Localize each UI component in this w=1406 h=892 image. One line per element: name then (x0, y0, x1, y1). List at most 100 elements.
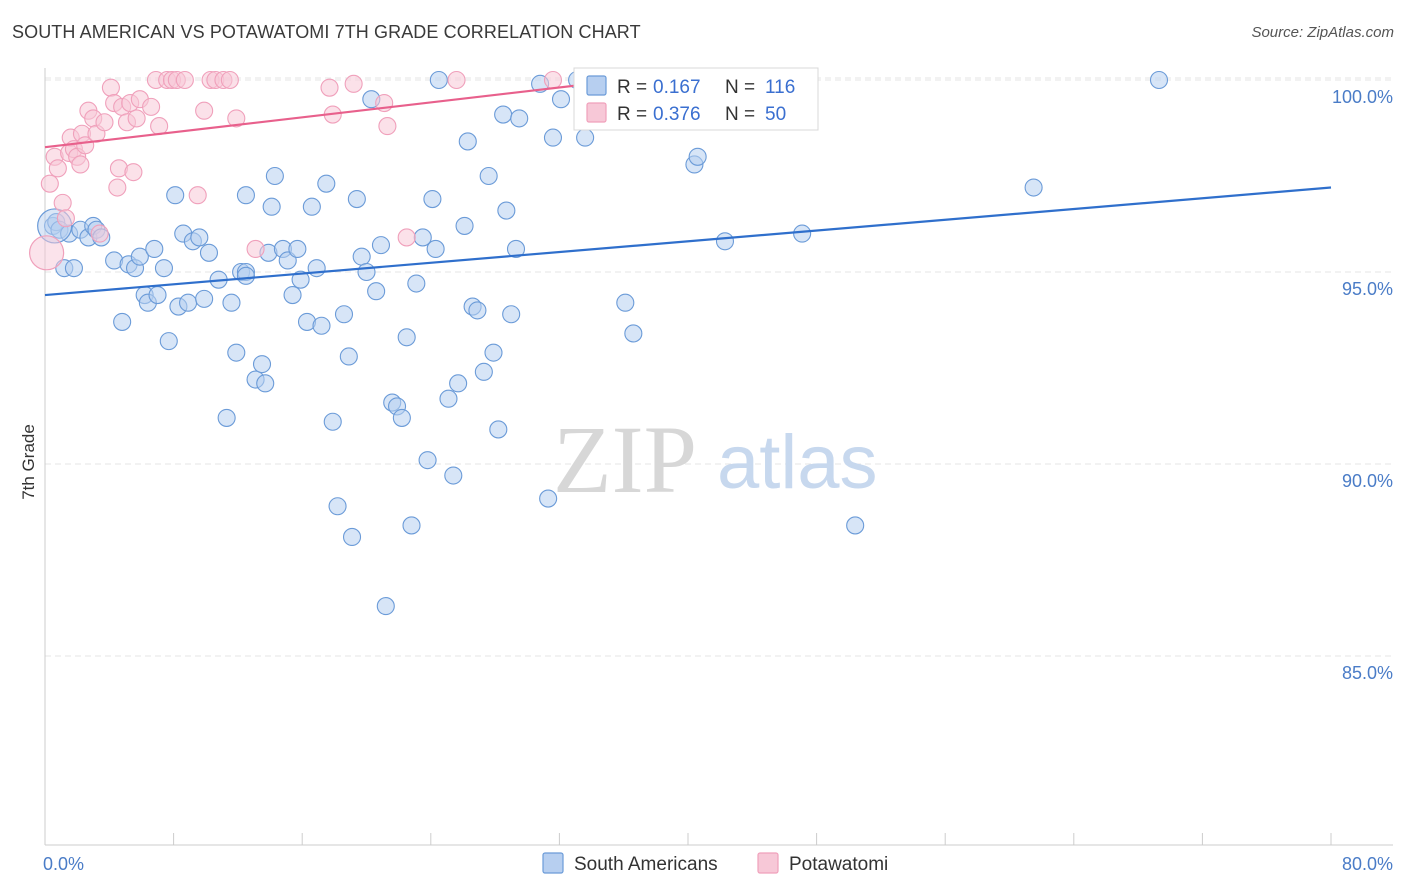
legend-r-potawatomi: 0.376 (653, 104, 701, 125)
south-americans-point (418, 451, 437, 470)
south-americans-point (407, 274, 426, 293)
south-americans-point (179, 293, 198, 312)
potawatomi-point-large (29, 235, 65, 271)
x-tick-labels: 0.0% 80.0% (43, 854, 1393, 874)
potawatomi-points (29, 70, 563, 271)
y-tick-label: 100.0% (1332, 87, 1393, 107)
potawatomi-trend-line (44, 78, 624, 149)
south-americans-point (510, 109, 529, 128)
potawatomi-point (227, 109, 246, 128)
potawatomi-point (220, 70, 239, 90)
south-americans-point (328, 497, 347, 516)
bottom-legend-swatch-south-americans (542, 852, 564, 874)
x-tick-min: 0.0% (43, 854, 84, 874)
south-americans-point (455, 216, 474, 235)
south-americans-point (283, 285, 302, 305)
south-americans-point (307, 259, 326, 278)
south-americans-trend-line (44, 186, 1332, 297)
south-americans-point (217, 408, 236, 427)
source-label: Source: ZipAtlas.com (1251, 24, 1394, 41)
potawatomi-point (195, 101, 214, 120)
potawatomi-point (397, 228, 416, 247)
south-americans-point (145, 239, 164, 259)
y-tick-label: 95.0% (1342, 279, 1393, 299)
potawatomi-point (53, 193, 72, 212)
south-americans-point (479, 166, 498, 186)
south-americans-point (688, 147, 707, 166)
potawatomi-point (142, 97, 161, 116)
south-americans-point (291, 270, 310, 289)
trend-lines (44, 78, 1332, 297)
potawatomi-point (124, 163, 143, 182)
south-americans-point (265, 166, 284, 186)
south-americans-point (624, 324, 643, 343)
y-axis-label: 7th Grade (19, 424, 38, 500)
south-americans-point (576, 128, 595, 147)
south-americans-point (357, 262, 376, 282)
south-americans-point (444, 466, 463, 485)
south-americans-point (236, 186, 255, 205)
potawatomi-point (344, 74, 363, 93)
south-americans-point (352, 247, 371, 266)
potawatomi-point (56, 209, 75, 228)
series-legend: South Americans Potawatomi (542, 852, 888, 875)
south-americans-point (376, 597, 395, 616)
south-americans-point (222, 293, 241, 312)
south-americans-point (793, 224, 812, 243)
potawatomi-point (320, 78, 339, 97)
bottom-legend-potawatomi: Potawatomi (789, 854, 888, 875)
south-americans-point (159, 332, 178, 351)
potawatomi-point (40, 174, 59, 193)
potawatomi-point (101, 78, 120, 97)
bottom-legend-south-americans: South Americans (574, 854, 718, 875)
potawatomi-point (108, 178, 127, 197)
south-americans-point (334, 305, 354, 324)
south-americans-point (113, 312, 132, 331)
south-americans-point (497, 201, 516, 220)
south-americans-point (302, 197, 321, 216)
x-tick-max: 80.0% (1342, 854, 1393, 874)
south-americans-point (616, 293, 635, 312)
potawatomi-point (71, 155, 90, 174)
south-americans-point (288, 239, 307, 259)
legend-n-label: N = (725, 77, 755, 98)
south-americans-point (397, 328, 416, 347)
south-americans-point (195, 289, 214, 308)
south-americans-point (236, 266, 255, 285)
potawatomi-point (447, 70, 466, 90)
south-americans-point (367, 282, 386, 301)
south-americans-point (489, 420, 508, 439)
stats-legend: R = 0.167 N = 116 R = 0.376 N = 50 (573, 67, 819, 131)
legend-r-south-americans: 0.167 (653, 77, 701, 98)
south-americans-point (190, 228, 209, 247)
y-tick-labels: 100.0% 95.0% 90.0% 85.0% (1332, 87, 1393, 683)
potawatomi-point (150, 117, 169, 136)
south-americans-point (392, 408, 411, 427)
south-americans-point (339, 347, 358, 366)
south-americans-point (166, 186, 185, 205)
legend-n-label: N = (725, 104, 755, 125)
south-americans-point (551, 90, 571, 109)
south-americans-point (1024, 178, 1043, 197)
south-americans-point (506, 239, 526, 259)
south-americans-point (347, 189, 366, 209)
potawatomi-point (175, 70, 194, 90)
south-americans-point (342, 527, 362, 547)
legend-box (573, 67, 819, 131)
south-americans-point (426, 239, 445, 259)
south-americans-point (154, 259, 174, 278)
south-americans-point (543, 128, 563, 147)
south-americans-point (130, 247, 149, 266)
potawatomi-point (90, 224, 109, 243)
potawatomi-point (48, 159, 67, 178)
south-americans-point (402, 516, 421, 535)
legend-swatch-potawatomi (586, 102, 607, 123)
south-americans-point (439, 389, 458, 408)
watermark-zip: ZIP (553, 406, 697, 513)
potawatomi-point (127, 109, 146, 128)
south-americans-point (148, 285, 167, 305)
grid-lines (45, 77, 1393, 657)
south-americans-point (256, 374, 275, 393)
south-americans-point (227, 343, 246, 362)
south-americans-point (494, 105, 513, 124)
